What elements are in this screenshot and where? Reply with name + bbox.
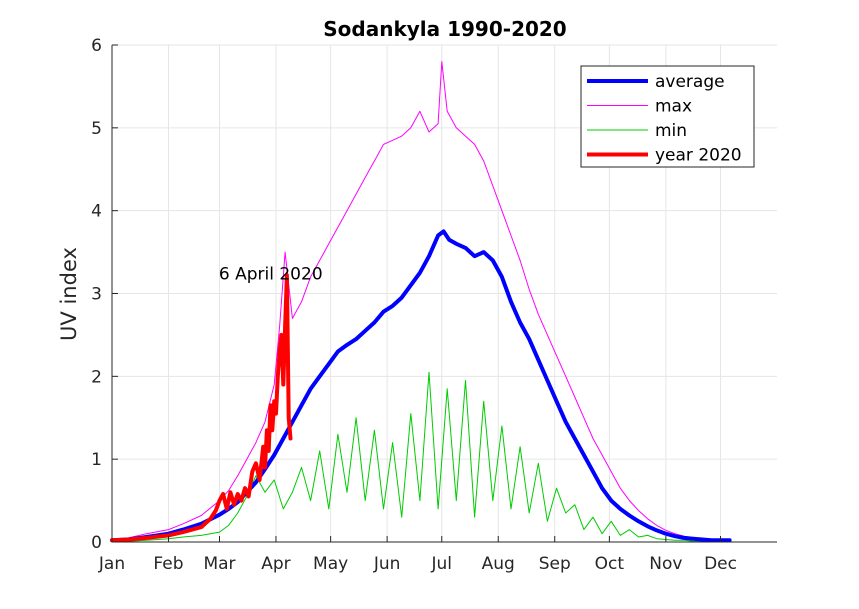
x-tick-label: Jul	[431, 554, 453, 574]
y-tick-label: 6	[91, 36, 102, 56]
axes	[111, 44, 777, 543]
y-tick-label: 3	[91, 285, 102, 305]
y-tick-label: 4	[91, 202, 102, 222]
x-tick-label: May	[313, 554, 348, 574]
x-tick-label: Mar	[203, 554, 235, 574]
tick-labels: 0 1 2 3 4 5 6 Jan Feb Mar Apr May Jun Jul Aug Sep Oct Nov…	[91, 36, 737, 574]
annotation-6-april-2020: 6 April 2020	[219, 264, 323, 284]
series-line-max	[111, 61, 731, 541]
y-axis-label: UV index	[57, 247, 81, 341]
x-tick-label: Nov	[649, 554, 682, 574]
y-tick-label: 1	[91, 450, 102, 470]
x-tick-label: Apr	[261, 554, 290, 574]
x-tick-label: Jun	[373, 554, 401, 574]
legend-label-max: max	[655, 97, 692, 117]
x-tick-label: Feb	[153, 554, 183, 574]
y-tick-label: 0	[91, 533, 102, 553]
series-layer	[110, 61, 732, 543]
legend: average max min year 2020	[580, 65, 755, 168]
series-line-year-2020	[110, 273, 293, 543]
x-tick-label: Dec	[704, 554, 737, 574]
x-tick-label: Oct	[595, 554, 625, 574]
legend-entries: average max min year 2020	[587, 72, 742, 166]
chart-title: Sodankyla 1990-2020	[323, 17, 566, 41]
x-tick-label: Sep	[539, 554, 571, 574]
y-tick-label: 5	[91, 119, 102, 139]
legend-label-average: average	[655, 72, 725, 92]
x-tick-label: Jan	[98, 554, 125, 574]
legend-label-year-2020: year 2020	[655, 146, 742, 166]
x-tick-label: Aug	[482, 554, 515, 574]
legend-label-min: min	[655, 121, 687, 141]
y-tick-label: 2	[91, 367, 102, 387]
